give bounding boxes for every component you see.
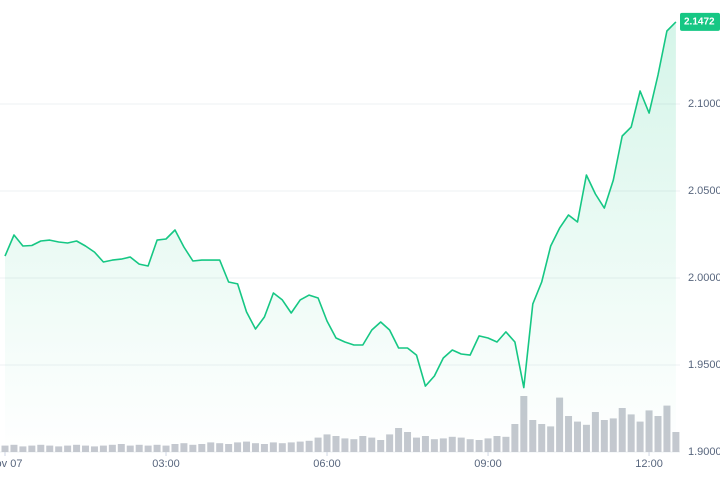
price-area	[5, 21, 676, 453]
y-tick-label: 1.9500	[688, 359, 720, 371]
x-tick-label: 03:00	[152, 458, 180, 470]
y-tick-label: 2.1000	[688, 98, 720, 110]
y-tick-label: 2.0000	[688, 272, 720, 284]
last-price-label: 2.1472	[684, 17, 715, 28]
price-line	[4, 21, 677, 389]
x-tick-label: 09:00	[474, 458, 502, 470]
last-price-box	[680, 12, 720, 31]
x-tick-label: 12:00	[635, 458, 663, 470]
y-tick-label: 2.0500	[688, 185, 720, 197]
y-tick-label: 1.9000	[688, 446, 720, 458]
x-tick-label: Nov 07	[0, 458, 22, 470]
x-tick-label: 06:00	[313, 458, 341, 470]
